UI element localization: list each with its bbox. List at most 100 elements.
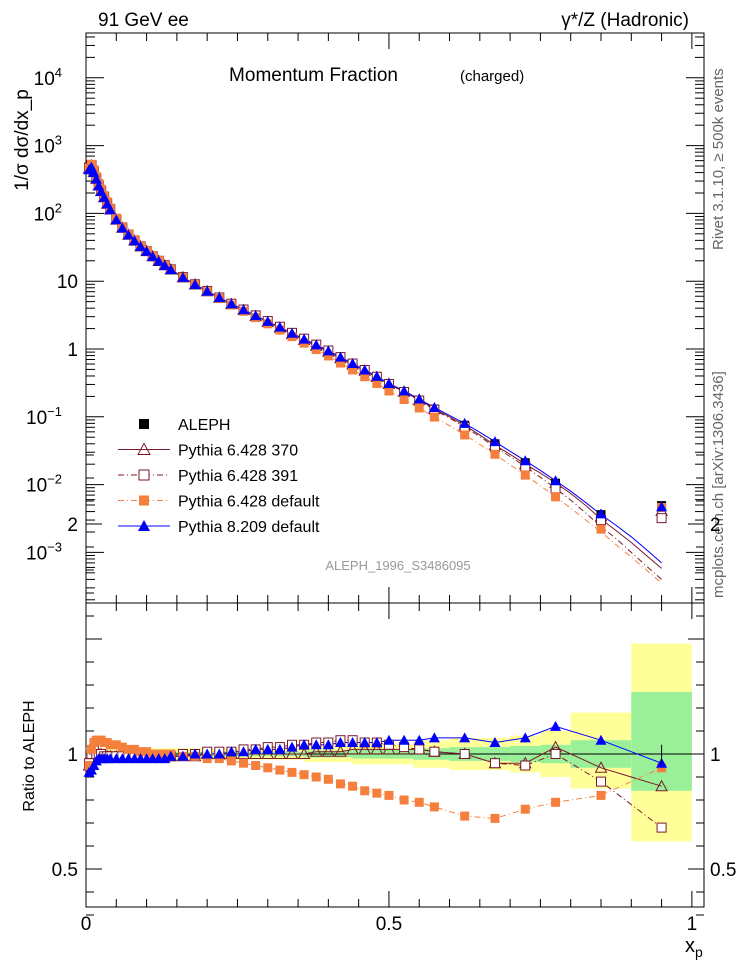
ratio-point bbox=[136, 747, 146, 757]
mcplots-label: mcplots.cern.ch [arXiv:1306.3436] bbox=[710, 371, 727, 598]
y-tick-label: 10−3 bbox=[26, 539, 62, 564]
data-point bbox=[165, 264, 177, 275]
ratio-point bbox=[213, 748, 225, 759]
ratio-point bbox=[309, 745, 323, 757]
ratio-point bbox=[297, 747, 311, 759]
data-point bbox=[238, 304, 250, 315]
data-point bbox=[550, 475, 562, 486]
ratio-point bbox=[225, 746, 237, 757]
data-point bbox=[159, 259, 171, 270]
ratio-point bbox=[262, 743, 274, 754]
ratio-point bbox=[594, 761, 608, 773]
data-point bbox=[335, 358, 345, 368]
legend-marker bbox=[139, 495, 149, 506]
main-panel: Momentum Fraction (charged) ALEPH_1996_S… bbox=[12, 32, 705, 604]
header-right: γ*/Z (Hadronic) bbox=[561, 10, 689, 31]
ratio-y-tick-label-right: 1 bbox=[710, 745, 721, 766]
ratio-point bbox=[459, 749, 470, 759]
data-point bbox=[213, 292, 225, 303]
series-line bbox=[88, 164, 662, 569]
ratio-point bbox=[459, 732, 471, 743]
ratio-point bbox=[123, 744, 133, 754]
data-point bbox=[371, 370, 383, 381]
ratio-point bbox=[655, 779, 668, 792]
data-point bbox=[490, 449, 500, 459]
data-point bbox=[459, 417, 471, 428]
ratio-point bbox=[129, 744, 139, 754]
ratio-y-tick-label-right: 0.5 bbox=[710, 860, 736, 881]
data-point bbox=[429, 412, 439, 422]
data-point bbox=[595, 508, 607, 519]
rivet-label: Rivet 3.1.10, ≥ 500k events bbox=[710, 68, 727, 250]
ratio-point bbox=[86, 744, 96, 754]
data-point bbox=[189, 278, 201, 289]
ratio-point bbox=[238, 746, 250, 757]
ratio-point bbox=[519, 732, 531, 743]
main-y-axis-label: 1/σ dσ/dx_p bbox=[12, 89, 33, 191]
ratio-point bbox=[348, 781, 358, 791]
ratio-point bbox=[117, 742, 127, 752]
ratio-point bbox=[428, 732, 440, 743]
ratio-point bbox=[299, 770, 309, 780]
ratio-point bbox=[322, 745, 335, 757]
ratio-point bbox=[398, 734, 410, 745]
ratio-y-axis-label: Ratio to ALEPH bbox=[21, 700, 38, 811]
data-point bbox=[460, 430, 470, 440]
data-point bbox=[274, 321, 286, 332]
ratio-point bbox=[360, 786, 370, 796]
y-tick-label: 10 bbox=[57, 272, 78, 293]
ratio-point bbox=[595, 734, 607, 745]
data-point bbox=[551, 492, 561, 502]
ratio-point bbox=[250, 743, 262, 754]
x-tick-label: 1 bbox=[687, 914, 698, 935]
ratio-point bbox=[490, 813, 500, 823]
data-point bbox=[360, 372, 370, 382]
data-point bbox=[520, 470, 530, 480]
data-point bbox=[104, 204, 116, 215]
ratio-point bbox=[460, 811, 470, 821]
data-point bbox=[116, 222, 128, 233]
data-point bbox=[656, 501, 668, 512]
ratio-point bbox=[371, 737, 383, 747]
ratio-point bbox=[177, 750, 189, 761]
ratio-point bbox=[429, 802, 439, 812]
ratio-y-tick-label: 1 bbox=[67, 745, 78, 766]
data-point bbox=[310, 339, 322, 350]
data-point bbox=[348, 365, 358, 375]
data-point bbox=[225, 298, 237, 309]
legend-label: Pythia 6.428 391 bbox=[178, 468, 298, 485]
ratio-point bbox=[399, 795, 409, 805]
ratio-point bbox=[657, 763, 667, 773]
ratio-point bbox=[323, 774, 333, 784]
ratio-y-tick-label: 2 bbox=[67, 515, 78, 536]
ratio-point bbox=[429, 746, 440, 757]
ratio-point bbox=[550, 749, 561, 759]
ratio-point bbox=[226, 756, 236, 766]
ratio-point bbox=[214, 754, 224, 764]
ratio-point bbox=[275, 765, 285, 775]
ratio-series-line bbox=[88, 739, 662, 828]
data-point bbox=[201, 285, 213, 296]
ratio-point bbox=[489, 758, 500, 769]
ratio-point bbox=[656, 822, 667, 833]
ratio-point bbox=[251, 761, 261, 770]
data-point bbox=[372, 378, 382, 388]
ratio-point bbox=[370, 742, 384, 755]
ratio-point bbox=[298, 739, 310, 750]
ratio-point bbox=[383, 734, 395, 745]
data-point bbox=[398, 385, 410, 396]
ratio-point bbox=[239, 758, 249, 768]
legend-marker bbox=[138, 469, 150, 481]
data-point bbox=[323, 351, 333, 361]
ratio-point bbox=[596, 776, 606, 787]
legend-label: ALEPH bbox=[178, 417, 230, 434]
ratio-point bbox=[359, 737, 371, 747]
data-point bbox=[414, 403, 424, 413]
legend-marker bbox=[137, 442, 151, 455]
header-left: 91 GeV ee bbox=[98, 10, 189, 31]
data-point bbox=[596, 524, 606, 534]
data-point bbox=[656, 513, 667, 524]
x-tick-label: 0.5 bbox=[376, 914, 402, 935]
ratio-point bbox=[520, 804, 530, 814]
